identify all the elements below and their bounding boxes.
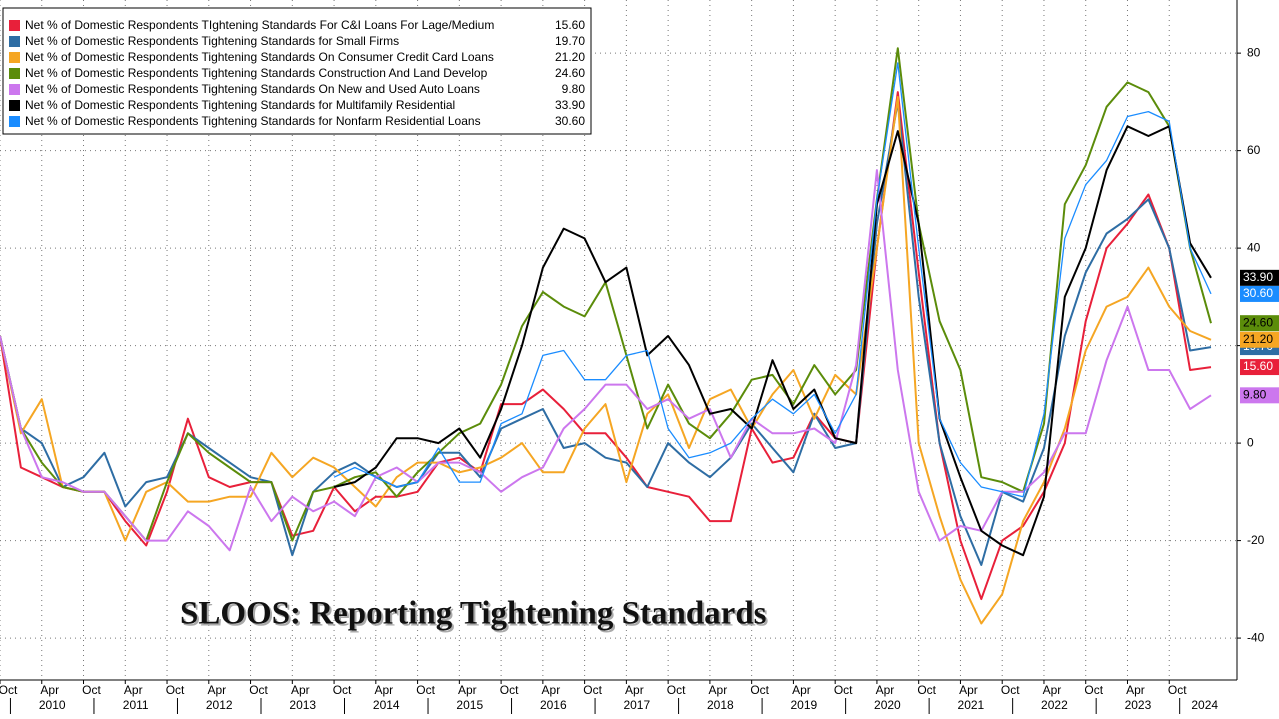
end-badge-label: 33.90 xyxy=(1243,270,1273,284)
end-badge xyxy=(1240,331,1279,348)
x-tick-label: Apr xyxy=(207,683,226,697)
x-tick-label: Apr xyxy=(959,683,978,697)
legend-label: Net % of Domestic Respondents Tightening… xyxy=(25,50,494,64)
x-tick-label: Oct xyxy=(166,683,185,697)
end-badge xyxy=(1240,269,1279,286)
legend-value: 9.80 xyxy=(562,82,586,96)
legend-label: Net % of Domestic Respondents Tightening… xyxy=(25,114,481,128)
y-tick-label: -20 xyxy=(1247,533,1265,547)
series-line xyxy=(333,62,1212,498)
x-tick-label: Oct xyxy=(1084,683,1103,697)
y-tick-label: 80 xyxy=(1247,45,1261,59)
end-badge xyxy=(1240,387,1279,404)
axes: -40-20020406080OctAprOctAprOctAprOctAprO… xyxy=(0,45,1279,714)
legend-label: Net % of Domestic Respondents Tightening… xyxy=(25,34,399,48)
legend-swatch xyxy=(9,84,20,95)
x-tick-label: Oct xyxy=(1001,683,1020,697)
x-tick-label: Oct xyxy=(500,683,519,697)
year-label: 2019 xyxy=(791,698,818,712)
year-label: 2015 xyxy=(456,698,483,712)
y-tick-label: 40 xyxy=(1247,240,1261,254)
legend-swatch xyxy=(9,68,20,79)
year-label: 2012 xyxy=(206,698,233,712)
year-label: 2020 xyxy=(874,698,901,712)
year-label: 2011 xyxy=(123,698,149,712)
y-tick-label: -40 xyxy=(1247,630,1265,644)
x-tick-label: Oct xyxy=(416,683,435,697)
legend-swatch xyxy=(9,52,20,63)
legend-value: 15.60 xyxy=(555,18,585,32)
chart-title-shadow: SLOOS: Reporting Tightening Standards xyxy=(182,598,769,634)
year-label: 2023 xyxy=(1125,698,1152,712)
year-label: 2017 xyxy=(623,698,650,712)
end-badge-label: 9.80 xyxy=(1243,387,1267,401)
x-tick-label: Apr xyxy=(709,683,728,697)
end-badge-label: 15.60 xyxy=(1243,359,1273,373)
series-line xyxy=(0,96,1212,625)
legend-value: 21.20 xyxy=(555,50,585,64)
end-badge xyxy=(1240,359,1279,376)
legend-swatch xyxy=(9,116,20,127)
chart-title: SLOOS: Reporting Tightening Standards xyxy=(180,596,767,632)
y-tick-label: 0 xyxy=(1247,435,1254,449)
x-tick-label: Oct xyxy=(917,683,936,697)
x-tick-label: Oct xyxy=(834,683,853,697)
grid xyxy=(0,0,1237,680)
legend-label: Net % of Domestic Respondents Tightening… xyxy=(25,98,455,112)
x-tick-label: Oct xyxy=(333,683,352,697)
year-label: 2024 xyxy=(1191,698,1218,712)
legend-value: 19.70 xyxy=(555,34,585,48)
x-tick-label: Apr xyxy=(40,683,59,697)
x-tick-label: Apr xyxy=(291,683,310,697)
x-tick-label: Apr xyxy=(876,683,895,697)
series-line xyxy=(0,100,1212,566)
x-tick-label: Apr xyxy=(792,683,811,697)
x-tick-label: Oct xyxy=(0,683,18,697)
x-tick-label: Apr xyxy=(124,683,143,697)
x-tick-label: Oct xyxy=(583,683,602,697)
x-tick-label: Apr xyxy=(374,683,393,697)
x-tick-label: Apr xyxy=(458,683,477,697)
x-tick-label: Oct xyxy=(750,683,769,697)
series-line xyxy=(333,125,1212,557)
legend-label: Net % of Domestic Respondents Tightening… xyxy=(25,82,480,96)
end-badge-label: 24.60 xyxy=(1243,315,1273,329)
legend: Net % of Domestic Respondents TIghtening… xyxy=(2,7,592,135)
year-label: 2013 xyxy=(289,698,316,712)
legend-label: Net % of Domestic Respondents TIghtening… xyxy=(25,18,494,32)
x-tick-label: Apr xyxy=(1126,683,1145,697)
x-tick-label: Apr xyxy=(1043,683,1062,697)
legend-label: Net % of Domestic Respondents Tightening… xyxy=(25,66,488,80)
plot xyxy=(0,47,1212,625)
y-tick-label: 60 xyxy=(1247,143,1261,157)
legend-value: 33.90 xyxy=(555,98,585,112)
x-tick-label: Oct xyxy=(82,683,101,697)
end-badge xyxy=(1240,285,1279,302)
end-badge-label: 30.60 xyxy=(1243,286,1273,300)
year-label: 2014 xyxy=(373,698,400,712)
year-label: 2021 xyxy=(958,698,985,712)
x-tick-label: Apr xyxy=(625,683,644,697)
x-tick-label: Oct xyxy=(1168,683,1187,697)
end-badge xyxy=(1240,315,1279,332)
year-label: 2016 xyxy=(540,698,567,712)
year-label: 2010 xyxy=(39,698,66,712)
x-tick-label: Oct xyxy=(667,683,686,697)
legend-swatch xyxy=(9,100,20,111)
series-line xyxy=(0,91,1212,601)
end-badge-label: 21.20 xyxy=(1243,332,1273,346)
x-tick-label: Apr xyxy=(542,683,561,697)
year-label: 2018 xyxy=(707,698,734,712)
series-line xyxy=(0,169,1212,552)
legend-value: 24.60 xyxy=(555,66,585,80)
legend-value: 30.60 xyxy=(555,114,585,128)
legend-swatch xyxy=(9,20,20,31)
legend-box xyxy=(2,7,592,135)
legend-swatch xyxy=(9,36,20,47)
x-tick-label: Oct xyxy=(249,683,268,697)
year-label: 2022 xyxy=(1041,698,1068,712)
